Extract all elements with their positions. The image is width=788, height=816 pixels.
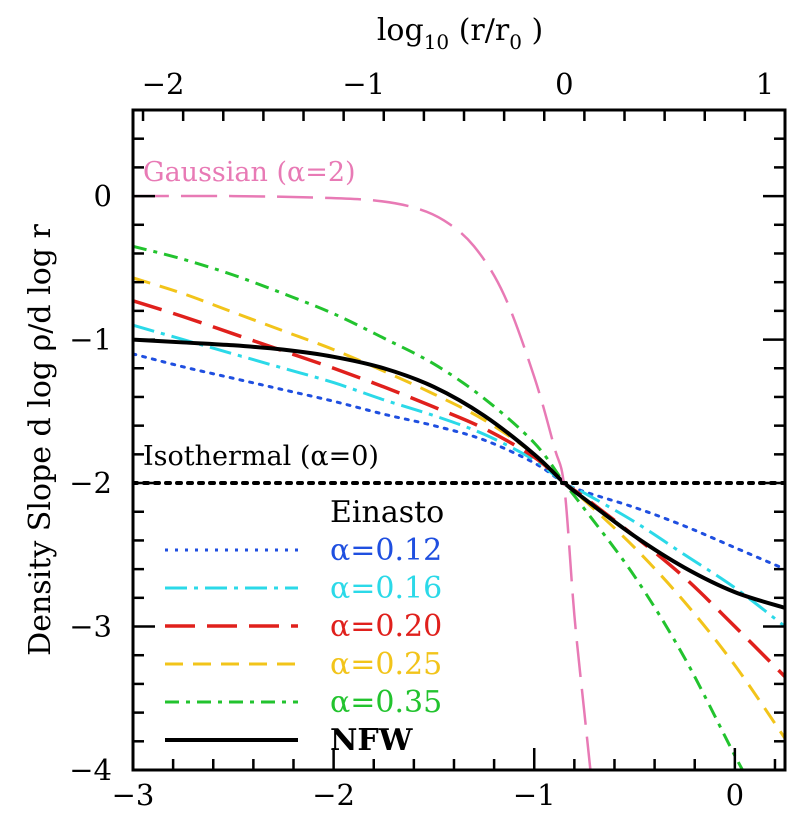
legend-title: Einasto (330, 495, 444, 530)
series-line-1 (133, 323, 785, 628)
legend-label-5: NFW (330, 723, 414, 758)
y-axis-title: Density Slope d log ρ/d log r (23, 223, 58, 655)
top-tick-label: 1 (756, 67, 774, 101)
series-line-0 (133, 352, 785, 571)
x-tick-label: −2 (312, 778, 355, 812)
top-tick-label: −2 (142, 67, 185, 101)
y-tick-label: −3 (69, 610, 112, 644)
y-tick-label: −1 (69, 323, 112, 357)
top-axis-title: log10 (r/r0 ) (377, 13, 543, 54)
legend-label-2: α=0.20 (330, 609, 442, 644)
top-tick-label: 0 (555, 67, 573, 101)
y-tick-label: 0 (94, 179, 112, 213)
x-tick-label: 0 (726, 778, 744, 812)
series-group (133, 194, 785, 770)
annotation-0: Gaussian (α=2) (143, 157, 356, 188)
series-line-6 (133, 194, 592, 770)
series-line-3 (133, 276, 785, 740)
x-tick-label: −3 (112, 778, 155, 812)
series-line-5 (133, 337, 785, 610)
y-tick-label: −2 (69, 466, 112, 500)
legend-label-1: α=0.16 (330, 571, 442, 606)
x-tick-label: −1 (513, 778, 556, 812)
series-line-2 (133, 299, 785, 678)
legend-label-0: α=0.12 (330, 533, 442, 568)
annotation-1: Isothermal (α=0) (143, 441, 379, 472)
top-tick-label: −1 (342, 67, 385, 101)
plot-layer (133, 194, 785, 770)
series-line-4 (133, 244, 745, 770)
y-tick-label: −4 (69, 753, 112, 787)
legend-label-4: α=0.35 (330, 685, 442, 720)
plot-frame (131, 108, 787, 772)
legend-label-3: α=0.25 (330, 647, 442, 682)
